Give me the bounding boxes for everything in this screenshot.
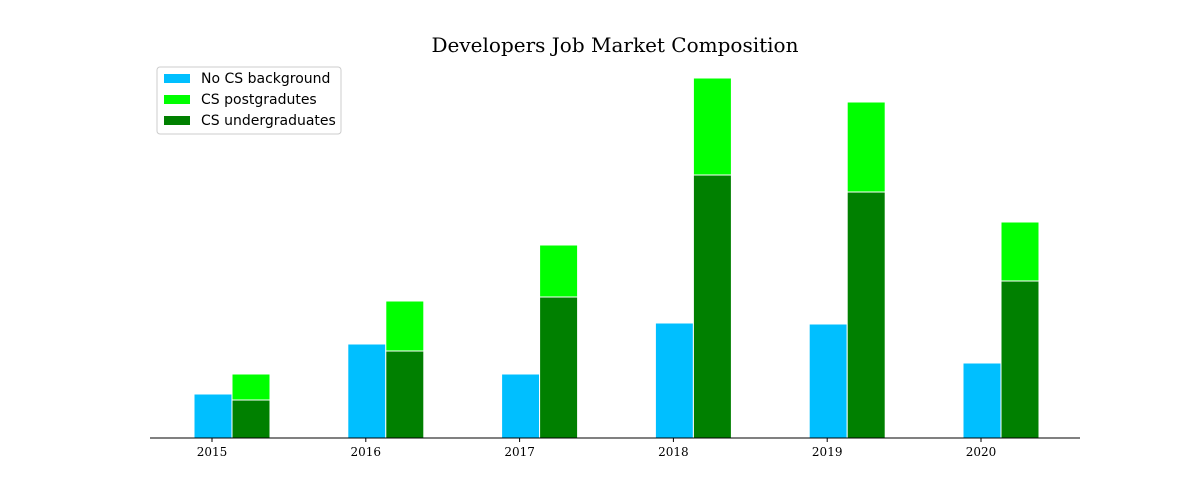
legend-box (156, 66, 342, 135)
x-ticks-group: 2015 2016 2017 2018 2019 2020 (197, 438, 997, 459)
legend: No CS background CS postgradutes CS underg… (156, 66, 342, 135)
legend-label-cs-undergraduates: CS undergraduates (201, 113, 336, 129)
x-tick-label: 2018 (658, 445, 689, 459)
bar-no-cs-2019 (808, 323, 848, 439)
bar-cs-undergraduates-2019 (846, 191, 886, 439)
legend-label-cs-postgradutes: CS postgradutes (201, 92, 317, 108)
bar-cs-undergraduates-2016 (385, 350, 425, 439)
bar-no-cs-2017 (501, 373, 541, 439)
bar-cs-undergraduates-2017 (539, 296, 579, 439)
x-tick-label: 2016 (351, 445, 382, 459)
bar-cs-undergraduates-2020 (1000, 280, 1040, 439)
legend-swatch-cs-undergraduates (164, 116, 190, 125)
legend-swatch-no-cs-background (164, 74, 190, 83)
bars-group (193, 77, 1040, 439)
x-tick-label: 2017 (504, 445, 535, 459)
bar-no-cs-2020 (962, 362, 1002, 439)
legend-swatch-cs-postgradutes (164, 95, 190, 104)
bar-no-cs-2015 (193, 393, 233, 439)
bar-no-cs-2016 (347, 343, 387, 439)
bar-cs-postgradutes-2019 (846, 101, 886, 193)
x-tick-label: 2015 (197, 445, 228, 459)
bar-cs-postgradutes-2015 (231, 373, 271, 401)
x-tick-label: 2020 (966, 445, 997, 459)
bar-cs-postgradutes-2020 (1000, 221, 1040, 282)
bar-cs-undergraduates-2015 (231, 399, 271, 439)
bar-cs-postgradutes-2018 (692, 77, 732, 176)
bar-no-cs-2018 (654, 322, 694, 439)
legend-label-no-cs-background: No CS background (201, 71, 330, 87)
bar-cs-postgradutes-2017 (539, 244, 579, 298)
bar-cs-postgradutes-2016 (385, 300, 425, 352)
bar-cs-undergraduates-2018 (692, 174, 732, 439)
chart-title: Developers Job Market Composition (432, 33, 799, 57)
x-tick-label: 2019 (812, 445, 843, 459)
